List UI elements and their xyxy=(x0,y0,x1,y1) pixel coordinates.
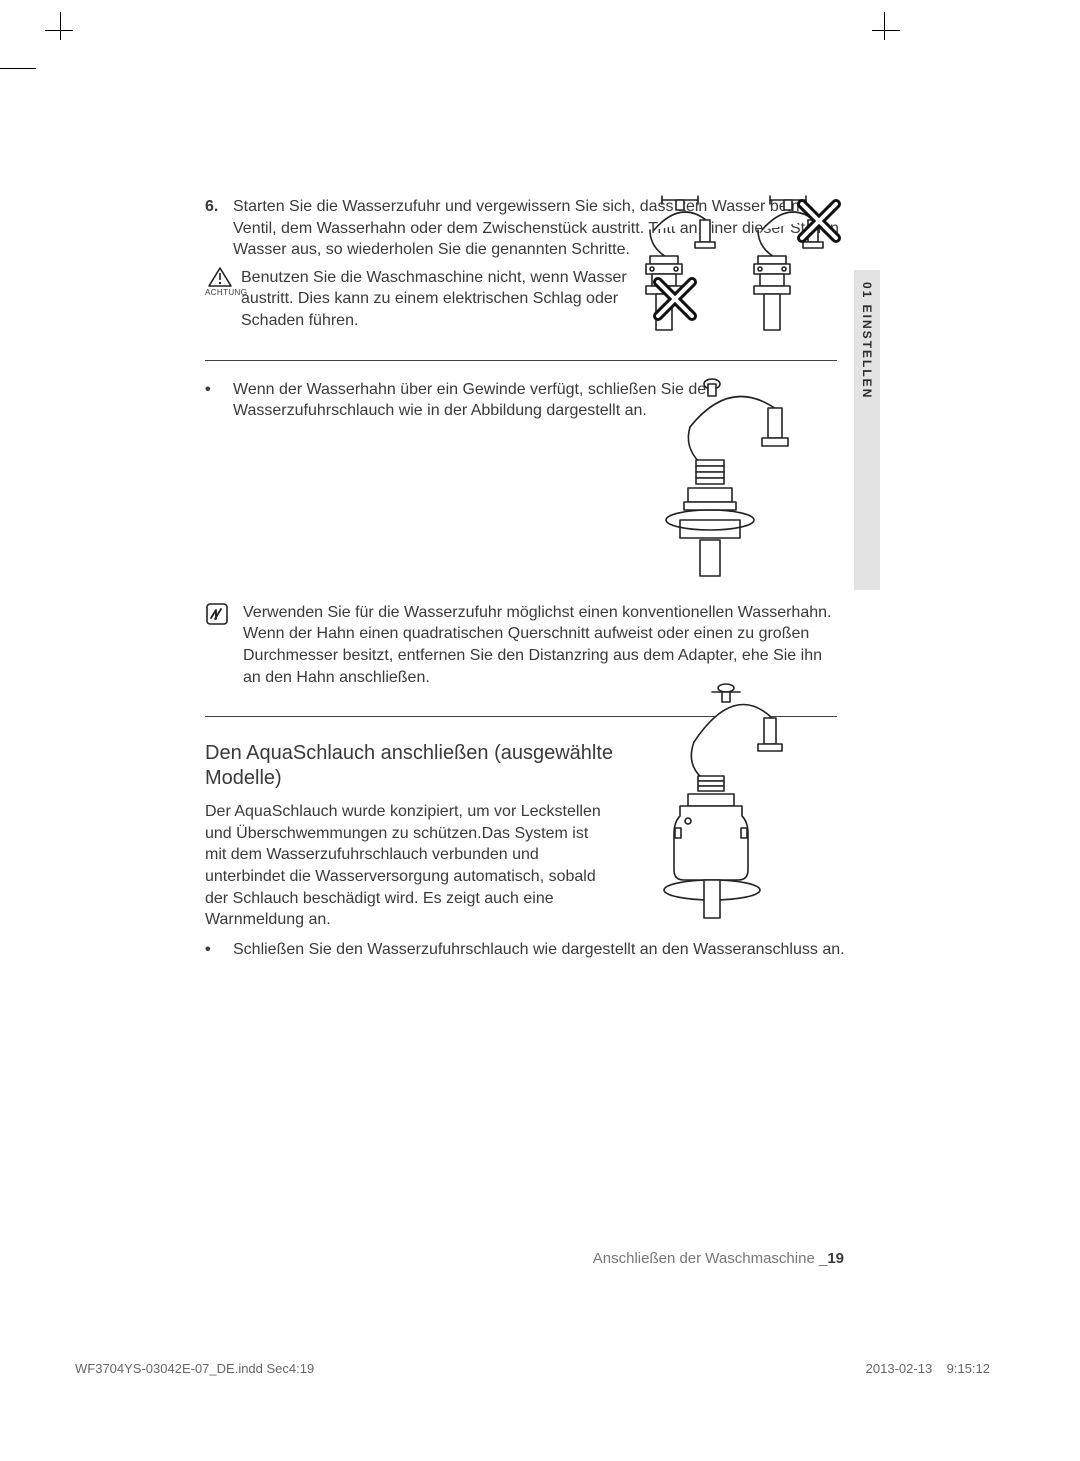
bullet-icon xyxy=(205,379,233,401)
bullet-icon xyxy=(205,939,233,961)
crop-mark xyxy=(884,12,885,40)
note-icon xyxy=(205,602,235,631)
section-tab-label: 01 EINSTELLEN xyxy=(860,282,874,399)
crop-mark xyxy=(45,30,73,31)
crop-mark xyxy=(872,30,900,31)
aqua-heading: Den AquaSchlauch anschließen (ausgewählt… xyxy=(205,741,625,791)
caution-label: ACHTUNG xyxy=(205,288,235,297)
footer-section: Anschließen der Waschmaschine _ xyxy=(593,1250,828,1267)
caution-icon: ACHTUNG xyxy=(205,267,235,297)
aqua-paragraph: Der AquaSchlauch wurde konzipiert, um vo… xyxy=(205,801,605,931)
footer-page-number: 19 xyxy=(827,1250,844,1267)
footer-page-label: Anschließen der Waschmaschine _19 xyxy=(593,1250,844,1267)
crop-mark xyxy=(60,12,61,40)
print-file: WF3704YS-03042E-07_DE.indd Sec4:19 xyxy=(75,1361,314,1376)
figure-aqua-hose xyxy=(630,676,830,926)
caution-text: Benutzen Sie die Waschmaschine nicht, we… xyxy=(241,267,639,332)
step-number: 6. xyxy=(205,196,233,218)
manual-page: 01 EINSTELLEN 6. Starten Sie die Wasserz… xyxy=(0,0,1080,1461)
figure-two-taps xyxy=(620,190,850,360)
figure-threaded-tap xyxy=(650,372,820,582)
section-tab: 01 EINSTELLEN xyxy=(854,270,880,590)
print-time: 9:15:12 xyxy=(947,1361,990,1376)
print-date: 2013-02-13 xyxy=(866,1361,933,1376)
crop-mark xyxy=(0,68,36,69)
bullet-aqua: Schließen Sie den Wasserzufuhrschlauch w… xyxy=(205,939,845,961)
print-datetime: 2013-02-13 9:15:12 xyxy=(866,1361,990,1376)
bullet-text: Schließen Sie den Wasserzufuhrschlauch w… xyxy=(233,939,845,961)
